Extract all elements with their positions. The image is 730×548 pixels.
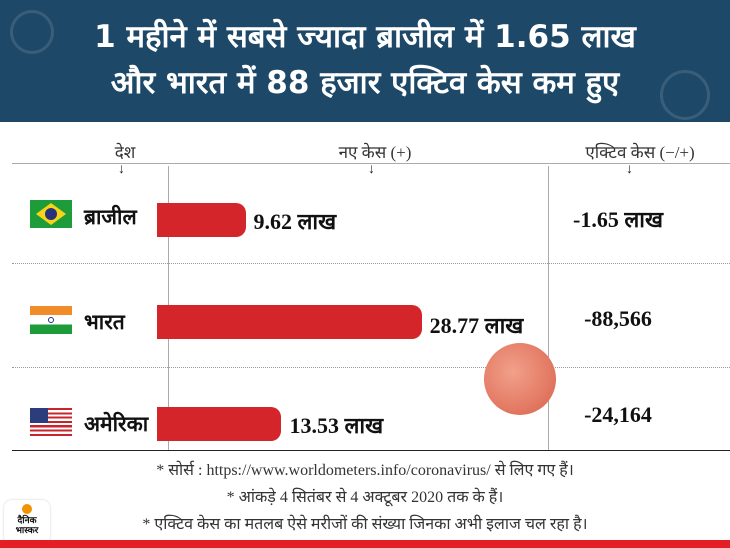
bar-value-label: 28.77 लाख: [429, 313, 524, 338]
row-divider: [12, 367, 730, 368]
bar-value-label: 13.53 लाख: [289, 413, 384, 438]
brazil-flag-icon: [30, 200, 72, 228]
bar-india: [157, 305, 422, 339]
india-flag-icon: [30, 306, 72, 334]
country-label: ब्राजील: [84, 205, 137, 229]
virus-icon: [10, 10, 54, 54]
logo-text: भास्कर: [15, 526, 39, 536]
footnote-definition: * एक्टिव केस का मतलब ऐसे मरीजों की संख्य…: [142, 516, 588, 533]
dainik-bhaskar-logo: दैनिक भास्कर: [4, 500, 50, 544]
logo-text: दैनिक: [17, 516, 37, 526]
coronavirus-illustration: [484, 343, 556, 415]
footer-divider: [12, 450, 730, 451]
arrow-down-icon: ↓: [626, 162, 633, 177]
column-header-new-cases: नए केस (+): [338, 143, 412, 162]
footnote-dates: * आंकड़े 4 सितंबर से 4 अक्टूबर 2020 तक क…: [226, 489, 504, 506]
title-line-1: 1 महीने में सबसे ज्यादा ब्राजील में 1.65…: [94, 19, 636, 55]
country-label: अमेरिका: [84, 412, 149, 436]
active-change-value: -1.65 लाख: [573, 207, 663, 232]
column-divider: [548, 166, 549, 450]
bar-value-label: 9.62 लाख: [253, 209, 337, 234]
bar-brazil: [157, 203, 246, 237]
country-label: भारत: [84, 310, 125, 334]
footnote-source: * सोर्स : https://www.worldometers.info/…: [156, 462, 574, 479]
footer-accent-bar: [0, 540, 730, 548]
arrow-down-icon: ↓: [368, 162, 375, 177]
column-header-country: देश: [114, 143, 136, 162]
usa-flag-icon: [30, 408, 72, 436]
column-header-active-cases: एक्टिव केस (−/+): [585, 143, 695, 162]
header-divider: [12, 163, 730, 164]
title-line-2: और भारत में 88 हजार एक्टिव केस कम हुए: [110, 65, 620, 101]
virus-icon: [660, 70, 710, 120]
row-divider: [12, 263, 730, 264]
active-change-value: -88,566: [584, 306, 652, 331]
active-change-value: -24,164: [584, 402, 652, 427]
bar-usa: [157, 407, 282, 441]
arrow-down-icon: ↓: [118, 162, 125, 177]
header-banner: 1 महीने में सबसे ज्यादा ब्राजील में 1.65…: [0, 0, 730, 122]
